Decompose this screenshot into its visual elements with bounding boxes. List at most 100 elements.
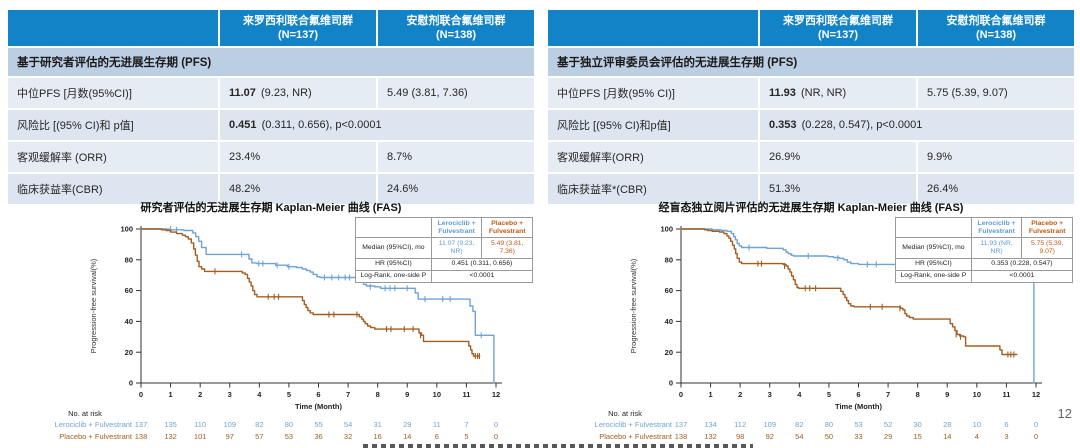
x-tick-label: 11 [1002, 390, 1010, 399]
row-label-median-pfs: 中位PFS [月数(95% CI)] [548, 78, 758, 108]
inset-label-hr: HR (95%CI) [355, 257, 432, 271]
value-hazard-ratio: 0.451 (0.311, 0.656), p<0.0001 [220, 110, 534, 140]
x-tick-label: 8 [916, 390, 920, 399]
x-tick-label: 6 [316, 390, 320, 399]
risk-count: 6 [1004, 420, 1008, 429]
x-tick-label: 11 [462, 390, 470, 399]
col-header-lerociclib-name: 来罗西利联合氟维司群 [243, 14, 353, 27]
risk-count: 54 [795, 432, 803, 441]
panel-investigator-assessed: 来罗西利联合氟维司群 (N=137) 安慰剂联合氟维司群 (N=138) 基于研… [8, 10, 534, 448]
y-axis-label: Progression-free survival(%) [629, 258, 638, 353]
risk-count: 31 [373, 420, 381, 429]
km-stats-inset: Lerociclib + Fulvestrant Placebo + Fulve… [895, 216, 1074, 283]
risk-count: 138 [675, 432, 688, 441]
risk-count: 137 [135, 420, 148, 429]
km-chart-title: 研究者评估的无进展生存期 Kaplan-Meier 曲线 (FAS) [140, 202, 402, 214]
risk-count: 109 [223, 420, 236, 429]
risk-count: 135 [164, 420, 177, 429]
value-orr-lerociclib: 26.9% [760, 142, 916, 172]
risk-count: 16 [373, 432, 381, 441]
col-header-lerociclib-name: 来罗西利联合氟维司群 [783, 14, 893, 27]
value-cbr-lerociclib: 51.3% [760, 174, 916, 204]
x-tick-label: 8 [376, 390, 380, 399]
risk-count: 53 [285, 432, 293, 441]
inset-median-placebo: 5.49 (3.81, 7.36) [481, 237, 533, 259]
value-cbr-lerociclib: 48.2% [220, 174, 376, 204]
inset-median-lerociclib: 11.93 (NR, NR) [970, 237, 1023, 259]
col-header-placebo: 安慰剂联合氟维司群 (N=138) [918, 10, 1074, 46]
value-cbr-placebo: 24.6% [378, 174, 534, 204]
risk-row-name-placebo: Placebo + Fulvestrant [599, 432, 673, 441]
risk-count: 14 [943, 432, 951, 441]
row-label-hazard-ratio: 风险比 [(95% CI)和 p值] [8, 110, 218, 140]
col-header-placebo-n: (N=138) [975, 29, 1017, 41]
risk-count: 33 [854, 432, 862, 441]
y-tick-label: 0 [129, 379, 133, 388]
col-header-lerociclib: 来罗西利联合氟维司群 (N=137) [220, 10, 376, 46]
risk-count: 29 [403, 420, 411, 429]
risk-count: 4 [975, 432, 979, 441]
risk-count: 138 [135, 432, 148, 441]
km-stats-inset: Lerociclib + Fulvestrant Placebo + Fulve… [355, 216, 534, 283]
col-header-placebo-n: (N=138) [435, 29, 477, 41]
y-tick-label: 60 [665, 286, 673, 295]
section-header-independent-pfs: 基于独立评审委员会评估的无进展生存期 (PFS) [548, 48, 1074, 76]
table-corner-cell [548, 10, 758, 46]
inset-col-placebo: Placebo + Fulvestrant [481, 216, 533, 239]
risk-count: 112 [734, 420, 746, 429]
inset-label-median: Median (95%CI), mo [355, 237, 432, 259]
row-label-cbr: 临床获益率(CBR) [8, 174, 218, 204]
table-corner-cell [8, 10, 218, 46]
inset-corner [895, 216, 972, 239]
y-tick-label: 60 [125, 286, 133, 295]
y-tick-label: 80 [125, 255, 133, 264]
risk-count: 134 [704, 420, 717, 429]
km-chart-investigator: 研究者评估的无进展生存期 Kaplan-Meier 曲线 (FAS) 0 20 40… [8, 196, 534, 448]
value-median-placebo: 5.75 (5.39, 9.07) [918, 78, 1074, 108]
km-chart-title: 经盲态独立阅片评估的无进展生存期 Kaplan-Meier 曲线 (FAS) [658, 202, 964, 214]
risk-count: 3 [1004, 432, 1008, 441]
clipped-footnote [363, 444, 753, 448]
inset-label-logrank: Log-Rank, one-side P [355, 269, 432, 283]
x-tick-label: 7 [886, 390, 890, 399]
risk-count: 101 [194, 432, 207, 441]
x-tick-label: 10 [973, 390, 981, 399]
x-tick-label: 5 [287, 390, 291, 399]
value-orr-lerociclib: 23.4% [220, 142, 376, 172]
col-header-lerociclib-n: (N=137) [817, 29, 859, 41]
x-tick-label: 4 [257, 390, 262, 399]
risk-count: 7 [464, 420, 468, 429]
panel-independent-review: 来罗西利联合氟维司群 (N=137) 安慰剂联合氟维司群 (N=138) 基于独… [548, 10, 1074, 448]
risk-table-heading: No. at risk [68, 409, 102, 418]
risk-count: 11 [433, 420, 441, 429]
x-tick-label: 4 [797, 390, 802, 399]
x-tick-label: 2 [738, 390, 742, 399]
row-label-median-pfs: 中位PFS [月数(95%CI)] [8, 78, 218, 108]
inset-label-hr: HR (95%CI) [895, 257, 972, 271]
col-header-placebo: 安慰剂联合氟维司群 (N=138) [378, 10, 534, 46]
risk-count: 14 [403, 432, 411, 441]
col-header-placebo-name: 安慰剂联合氟维司群 [946, 14, 1046, 27]
risk-count: 54 [344, 420, 352, 429]
inset-corner [355, 216, 432, 239]
y-tick-label: 20 [125, 348, 133, 357]
risk-count: 110 [194, 420, 206, 429]
x-tick-label: 3 [768, 390, 772, 399]
x-tick-label: 0 [679, 390, 683, 399]
risk-count: 0 [1034, 420, 1038, 429]
risk-count: 50 [825, 432, 833, 441]
risk-count: 36 [314, 432, 322, 441]
inset-logrank-value: <0.0001 [970, 269, 1074, 283]
risk-count: 55 [314, 420, 322, 429]
risk-count: 98 [736, 432, 744, 441]
risk-count: 82 [255, 420, 263, 429]
inset-col-placebo: Placebo + Fulvestrant [1021, 216, 1073, 239]
y-tick-label: 80 [665, 255, 673, 264]
risk-count: 92 [766, 432, 774, 441]
pfs-summary-table-independent: 来罗西利联合氟维司群 (N=137) 安慰剂联合氟维司群 (N=138) 基于独… [548, 10, 1074, 204]
risk-count: 109 [763, 420, 776, 429]
risk-count: 80 [825, 420, 833, 429]
